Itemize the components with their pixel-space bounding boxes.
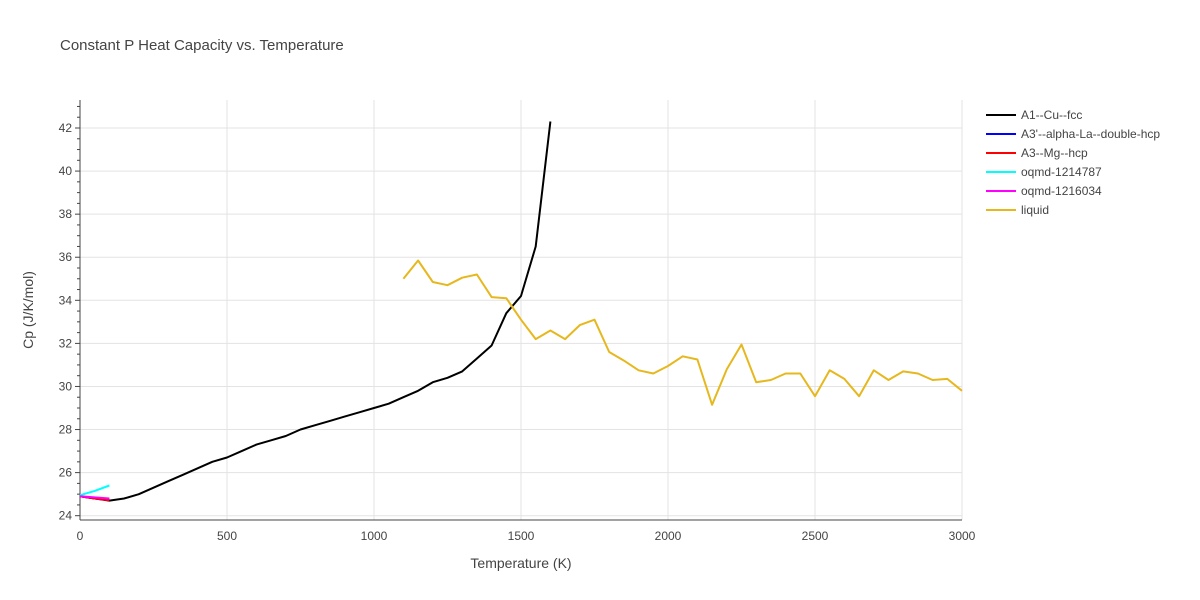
y-tick-label: 38 (59, 207, 73, 221)
y-tick-label: 42 (59, 121, 73, 135)
x-tick-label: 500 (217, 529, 237, 543)
legend-item[interactable]: A1--Cu--fcc (986, 108, 1082, 122)
axes: 0 500 1000 1500 2000 2500 3000 24 26 28 30 32 34 36 38… (59, 100, 976, 543)
y-tick-label: 28 (59, 423, 73, 437)
series-line-liquid[interactable] (402, 259, 963, 406)
series-line-a1-cu-fcc[interactable] (79, 121, 552, 502)
series-line-oqmd-1216034[interactable] (79, 495, 110, 500)
series-line-oqmd-1214787[interactable] (79, 484, 110, 497)
legend-item[interactable]: oqmd-1216034 (986, 184, 1102, 198)
legend-item[interactable]: A3'--alpha-La--double-hcp (986, 127, 1160, 141)
y-tick-label: 24 (59, 509, 73, 523)
y-tick-label: 36 (59, 250, 73, 264)
x-tick-label: 2500 (802, 529, 829, 543)
legend-label: liquid (1021, 203, 1049, 217)
plot-area (79, 121, 963, 502)
x-tick-label: 1500 (508, 529, 535, 543)
y-tick-label: 32 (59, 336, 73, 350)
y-tick-label: 30 (59, 379, 73, 393)
chart-title: Constant P Heat Capacity vs. Temperature (60, 37, 344, 54)
y-tick-label: 26 (59, 466, 73, 480)
x-tick-label: 2000 (655, 529, 682, 543)
legend-item[interactable]: A3--Mg--hcp (986, 146, 1088, 160)
y-axis-title: Cp (J/K/mol) (20, 271, 36, 349)
grid (80, 100, 963, 520)
legend-label: oqmd-1216034 (1021, 184, 1102, 198)
legend-label: oqmd-1214787 (1021, 165, 1102, 179)
legend-label: A3--Mg--hcp (1021, 146, 1088, 160)
legend[interactable]: A1--Cu--fcc A3'--alpha-La--double-hcp A3--… (986, 108, 1160, 217)
legend-item[interactable]: oqmd-1214787 (986, 165, 1102, 179)
legend-label: A3'--alpha-La--double-hcp (1021, 127, 1160, 141)
x-axis-title: Temperature (K) (470, 555, 571, 571)
legend-item[interactable]: liquid (986, 203, 1049, 217)
y-tick-label: 34 (59, 293, 73, 307)
x-tick-label: 1000 (361, 529, 388, 543)
x-tick-label: 0 (77, 529, 84, 543)
x-tick-label: 3000 (949, 529, 976, 543)
legend-label: A1--Cu--fcc (1021, 108, 1082, 122)
y-tick-label: 40 (59, 164, 73, 178)
